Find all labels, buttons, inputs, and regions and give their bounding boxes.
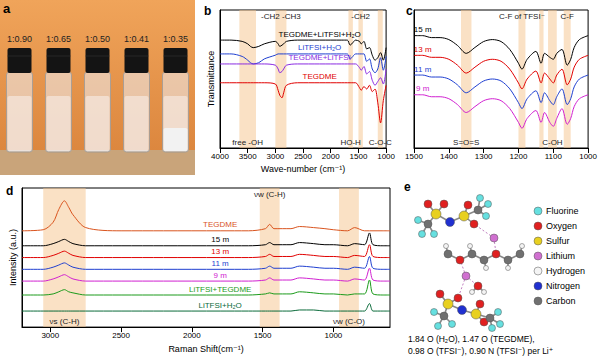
svg-text:13 m: 13 m <box>211 247 229 256</box>
svg-text:1000: 1000 <box>324 331 342 340</box>
svg-text:c: c <box>406 4 413 18</box>
svg-text:-CH2: -CH2 <box>351 12 370 21</box>
svg-text:1:0.90: 1:0.90 <box>7 34 32 44</box>
svg-text:1:0.35: 1:0.35 <box>163 34 188 44</box>
svg-text:1:0.65: 1:0.65 <box>46 34 71 44</box>
svg-text:C-O-C: C-O-C <box>369 138 392 147</box>
svg-text:LiTFSI+H₂O: LiTFSI+H₂O <box>298 43 341 52</box>
svg-text:b: b <box>204 4 211 18</box>
svg-text:3500: 3500 <box>239 152 257 161</box>
svg-text:Transmittance: Transmittance <box>206 51 216 108</box>
svg-text:1300: 1300 <box>475 152 493 161</box>
svg-text:C-OH: C-OH <box>542 138 563 147</box>
svg-text:1000: 1000 <box>377 152 395 161</box>
svg-text:3000: 3000 <box>41 331 59 340</box>
svg-text:2000: 2000 <box>322 152 340 161</box>
svg-text:TEGDME+LiTFSI+H₂O: TEGDME+LiTFSI+H₂O <box>279 30 361 39</box>
svg-text:LiTFSI+H₂O: LiTFSI+H₂O <box>198 301 241 310</box>
svg-text:S=O=S: S=O=S <box>453 138 479 147</box>
svg-text:3000: 3000 <box>266 152 284 161</box>
svg-text:15 m: 15 m <box>211 235 229 244</box>
svg-text:a: a <box>3 1 11 16</box>
svg-text:Sulfur: Sulfur <box>546 236 570 246</box>
svg-text:d: d <box>6 184 13 198</box>
svg-text:15 m: 15 m <box>414 25 432 34</box>
svg-text:9 m: 9 m <box>416 84 430 93</box>
svg-text:11 m: 11 m <box>414 65 432 74</box>
svg-text:νw (C-H): νw (C-H) <box>254 190 286 199</box>
svg-text:νw (C-O): νw (C-O) <box>333 317 365 326</box>
svg-text:1.84 O (H₂O), 1.47 O (TEGDME),: 1.84 O (H₂O), 1.47 O (TEGDME), <box>408 334 535 344</box>
svg-text:free -OH: free -OH <box>232 138 263 147</box>
svg-text:9 m: 9 m <box>213 271 227 280</box>
svg-text:1000: 1000 <box>579 152 597 161</box>
svg-text:C-F of TFSI⁻: C-F of TFSI⁻ <box>499 12 545 21</box>
svg-text:Intensity (a.u.): Intensity (a.u.) <box>8 229 18 286</box>
svg-text:1100: 1100 <box>545 152 563 161</box>
svg-text:Lithium: Lithium <box>546 251 575 261</box>
svg-text:Wave-number (cm⁻¹): Wave-number (cm⁻¹) <box>261 164 345 174</box>
svg-text:Raman Shift(cm⁻¹): Raman Shift(cm⁻¹) <box>168 344 243 354</box>
svg-text:-CH2 -CH3: -CH2 -CH3 <box>261 12 301 21</box>
svg-text:13 m: 13 m <box>414 45 432 54</box>
svg-text:TEGDME: TEGDME <box>303 72 337 81</box>
svg-text:C-F: C-F <box>561 12 574 21</box>
svg-text:2500: 2500 <box>294 152 312 161</box>
svg-text:Oxygen: Oxygen <box>546 221 577 231</box>
svg-text:2000: 2000 <box>183 331 201 340</box>
svg-text:TEGDME: TEGDME <box>203 220 237 229</box>
svg-text:e: e <box>404 180 411 194</box>
svg-text:Nitrogen: Nitrogen <box>546 281 580 291</box>
svg-text:0.98 O (TFSI⁻), 0.90 N (TFSI⁻): 0.98 O (TFSI⁻), 0.90 N (TFSI⁻) per Li⁺ <box>408 346 553 356</box>
svg-text:Carbon: Carbon <box>546 296 576 306</box>
svg-text:1400: 1400 <box>440 152 458 161</box>
svg-text:4000: 4000 <box>211 152 229 161</box>
svg-text:1:0.41: 1:0.41 <box>124 34 149 44</box>
svg-text:1500: 1500 <box>350 152 368 161</box>
svg-text:11 m: 11 m <box>212 259 230 268</box>
svg-text:νs (C-H): νs (C-H) <box>50 317 80 326</box>
svg-text:LiTFSI+TEGDME: LiTFSI+TEGDME <box>189 285 251 294</box>
svg-text:1:0.50: 1:0.50 <box>85 34 110 44</box>
svg-text:2500: 2500 <box>112 331 130 340</box>
svg-text:1200: 1200 <box>510 152 528 161</box>
svg-text:Fluorine: Fluorine <box>546 206 579 216</box>
svg-text:TEGDME+LiTFSI: TEGDME+LiTFSI <box>288 53 350 62</box>
svg-text:1500: 1500 <box>405 152 423 161</box>
svg-text:Hydrogen: Hydrogen <box>546 266 585 276</box>
svg-text:1500: 1500 <box>254 331 272 340</box>
svg-text:HO-H: HO-H <box>340 138 361 147</box>
